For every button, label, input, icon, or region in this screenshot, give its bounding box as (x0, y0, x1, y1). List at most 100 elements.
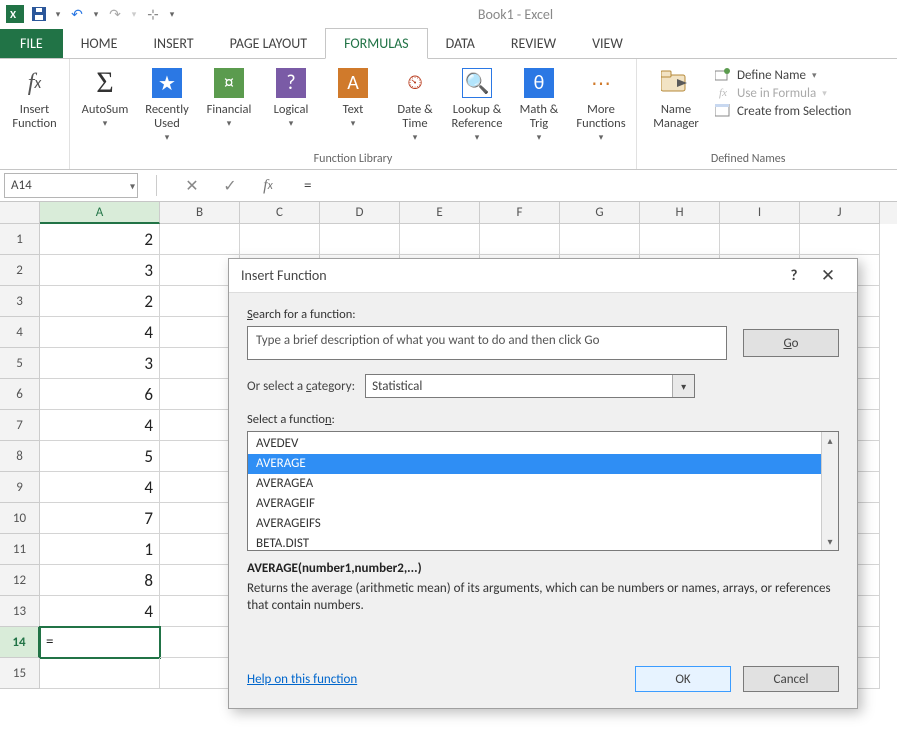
tab-page-layout[interactable]: PAGE LAYOUT (212, 29, 325, 58)
col-header-A[interactable]: A (40, 202, 160, 224)
ribbon-financial-button[interactable]: ¤Financial▾ (200, 63, 258, 129)
col-header-F[interactable]: F (480, 202, 560, 224)
formula-input[interactable]: = (296, 170, 897, 201)
row-header[interactable]: 12 (0, 565, 40, 596)
cell[interactable] (400, 224, 480, 255)
col-header-G[interactable]: G (560, 202, 640, 224)
col-header-C[interactable]: C (240, 202, 320, 224)
cell[interactable] (320, 224, 400, 255)
ribbon-date-time-button[interactable]: ⏲Date &Time▾ (386, 63, 444, 143)
cell[interactable]: 5 (40, 441, 160, 472)
cell[interactable]: 3 (40, 255, 160, 286)
save-icon[interactable] (28, 3, 50, 25)
go-button[interactable]: Go (743, 329, 839, 357)
tab-view[interactable]: VIEW (574, 29, 641, 58)
ok-button[interactable]: OK (635, 666, 731, 692)
col-header-J[interactable]: J (800, 202, 880, 224)
qat-dropdown-icon[interactable]: ▾ (52, 3, 64, 25)
row-header[interactable]: 14 (0, 627, 40, 658)
category-select[interactable]: Statistical ▾ (365, 374, 695, 398)
scroll-down-icon[interactable]: ▾ (822, 533, 838, 550)
enter-icon[interactable]: ✓ (220, 176, 240, 196)
col-header-E[interactable]: E (400, 202, 480, 224)
cell[interactable]: 4 (40, 596, 160, 627)
use-in-formula-button[interactable]: fx Use in Formula ▾ (715, 85, 851, 101)
cell[interactable] (160, 224, 240, 255)
cell[interactable] (240, 224, 320, 255)
tab-home[interactable]: HOME (63, 29, 136, 58)
ribbon-lookup-reference-button[interactable]: 🔍Lookup &Reference▾ (448, 63, 506, 143)
tab-review[interactable]: REVIEW (493, 29, 574, 58)
function-option[interactable]: AVERAGEIF (248, 494, 838, 514)
dialog-titlebar[interactable]: Insert Function ? ✕ (229, 259, 857, 293)
cell[interactable]: 2 (40, 224, 160, 255)
row-header[interactable]: 10 (0, 503, 40, 534)
tab-data[interactable]: DATA (428, 29, 493, 58)
undo-dropdown-icon[interactable]: ▾ (90, 3, 102, 25)
scroll-up-icon[interactable]: ▴ (822, 432, 838, 449)
name-box[interactable]: A14 ▾ (4, 173, 138, 198)
row-header[interactable]: 6 (0, 379, 40, 410)
function-option[interactable]: AVEDEV (248, 434, 838, 454)
ribbon-recently-used-button[interactable]: ★RecentlyUsed▾ (138, 63, 196, 143)
row-header[interactable]: 15 (0, 658, 40, 689)
ribbon-autosum-button[interactable]: ΣAutoSum▾ (76, 63, 134, 129)
cell[interactable]: 3 (40, 348, 160, 379)
row-header[interactable]: 13 (0, 596, 40, 627)
help-icon[interactable]: ? (777, 267, 811, 285)
tab-formulas[interactable]: FORMULAS (325, 28, 428, 59)
cell[interactable]: 4 (40, 472, 160, 503)
row-header[interactable]: 4 (0, 317, 40, 348)
insert-function-button[interactable]: fx InsertFunction (6, 63, 63, 131)
cell[interactable] (480, 224, 560, 255)
help-link[interactable]: Help on this function (247, 672, 357, 687)
col-header-B[interactable]: B (160, 202, 240, 224)
chevron-down-icon[interactable]: ▾ (672, 375, 694, 397)
close-icon[interactable]: ✕ (811, 265, 845, 286)
cell[interactable]: 7 (40, 503, 160, 534)
cell[interactable] (40, 658, 160, 689)
cell[interactable]: 6 (40, 379, 160, 410)
select-all-corner[interactable] (0, 202, 40, 224)
function-option[interactable]: AVERAGE (248, 454, 838, 474)
row-header[interactable]: 8 (0, 441, 40, 472)
col-header-H[interactable]: H (640, 202, 720, 224)
row-header[interactable]: 9 (0, 472, 40, 503)
row-header[interactable]: 1 (0, 224, 40, 255)
undo-icon[interactable]: ↶ (66, 3, 88, 25)
function-option[interactable]: AVERAGEIFS (248, 514, 838, 534)
redo-icon[interactable]: ↷ (104, 3, 126, 25)
scrollbar[interactable]: ▴ ▾ (821, 432, 838, 550)
col-header-I[interactable]: I (720, 202, 800, 224)
ribbon-text-button[interactable]: AText▾ (324, 63, 382, 129)
search-input[interactable]: Type a brief description of what you wan… (247, 326, 727, 360)
define-name-button[interactable]: Define Name ▾ (715, 67, 851, 83)
ribbon-math-trig-button[interactable]: θMath &Trig▾ (510, 63, 568, 143)
row-header[interactable]: 11 (0, 534, 40, 565)
row-header[interactable]: 7 (0, 410, 40, 441)
redo-dropdown-icon[interactable]: ▾ (128, 3, 140, 25)
col-header-D[interactable]: D (320, 202, 400, 224)
fx-icon[interactable]: fx (258, 176, 278, 196)
function-option[interactable]: BETA.DIST (248, 534, 838, 551)
cell[interactable]: 1 (40, 534, 160, 565)
tab-file[interactable]: FILE (0, 29, 63, 58)
row-header[interactable]: 5 (0, 348, 40, 379)
cancel-button[interactable]: Cancel (743, 666, 839, 692)
cell[interactable]: 8 (40, 565, 160, 596)
cell[interactable] (560, 224, 640, 255)
cell[interactable] (720, 224, 800, 255)
row-header[interactable]: 2 (0, 255, 40, 286)
cell[interactable] (800, 224, 880, 255)
function-list[interactable]: AVEDEVAVERAGEAVERAGEAAVERAGEIFAVERAGEIFS… (247, 431, 839, 551)
function-option[interactable]: AVERAGEA (248, 474, 838, 494)
cell[interactable]: = (40, 627, 160, 658)
cell[interactable] (640, 224, 720, 255)
ribbon-logical-button[interactable]: ?Logical▾ (262, 63, 320, 129)
touch-mode-icon[interactable]: ⊹ (142, 3, 164, 25)
cell[interactable]: 4 (40, 410, 160, 441)
touch-mode-dropdown-icon[interactable]: ▾ (166, 3, 178, 25)
cell[interactable]: 2 (40, 286, 160, 317)
name-manager-button[interactable]: NameManager (643, 63, 709, 131)
row-header[interactable]: 3 (0, 286, 40, 317)
